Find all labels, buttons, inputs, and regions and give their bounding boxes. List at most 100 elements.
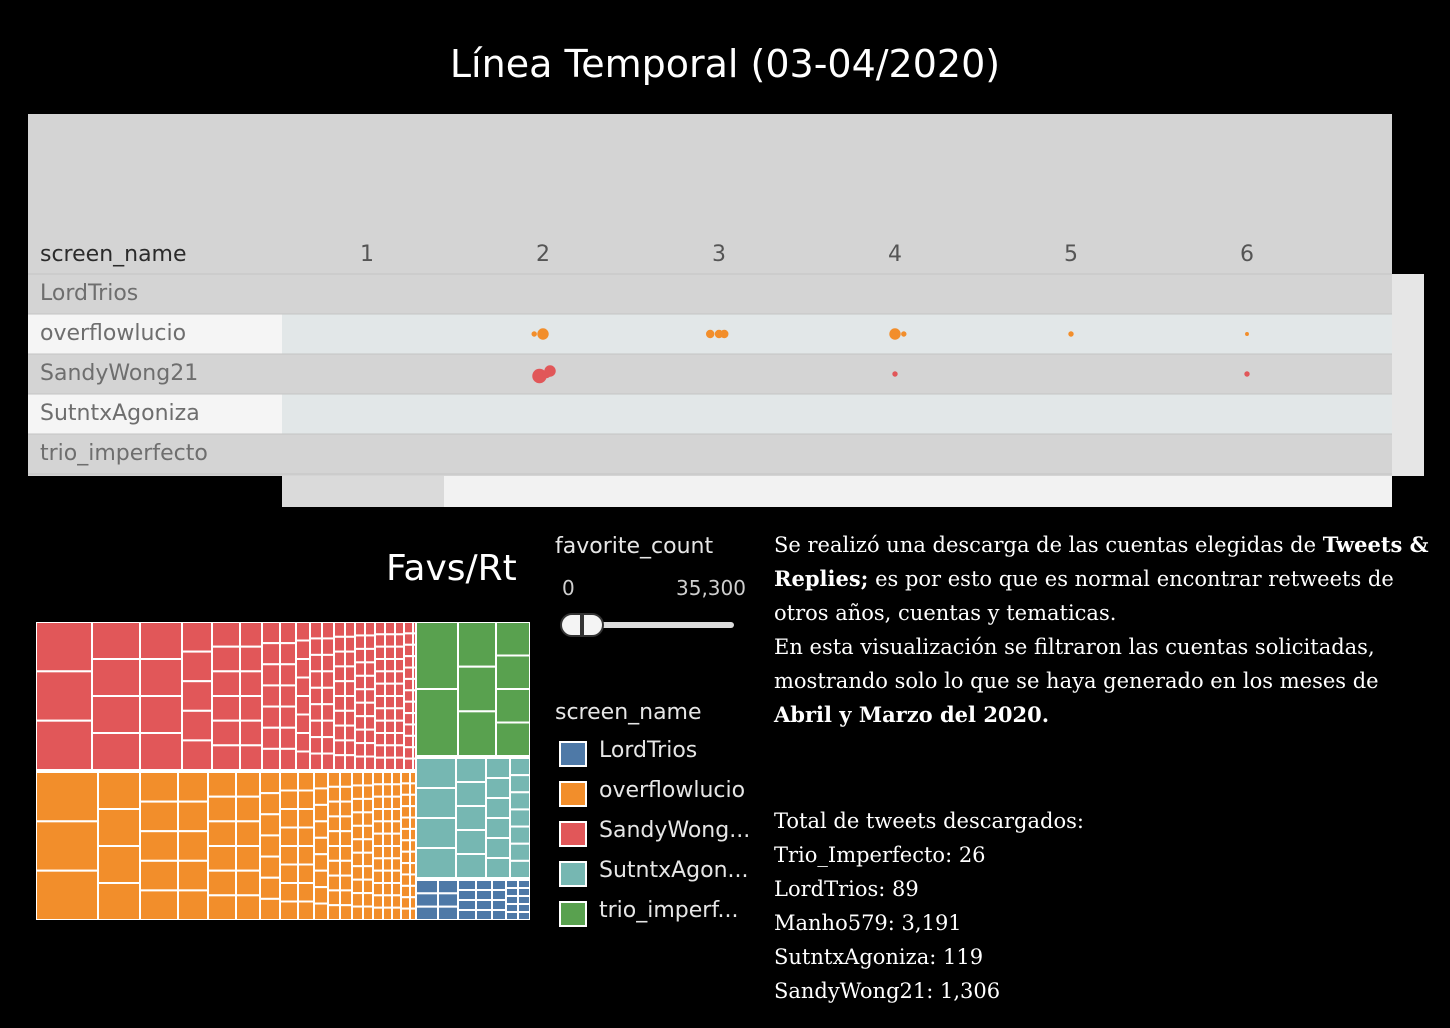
treemap-overflowlucio-cell[interactable] xyxy=(235,771,261,798)
treemap-sandywong21-cell[interactable] xyxy=(403,689,414,703)
treemap-overflowlucio-cell[interactable] xyxy=(391,771,402,786)
treemap-lordtrios-cell[interactable] xyxy=(415,905,439,920)
treemap-sandywong21-cell[interactable] xyxy=(309,703,323,722)
treemap-sutntxagoniza-cell[interactable] xyxy=(455,829,487,855)
treemap-overflowlucio-cell[interactable] xyxy=(279,771,299,792)
treemap-sandywong21-cell[interactable] xyxy=(403,734,414,749)
treemap-lordtrios-cell[interactable] xyxy=(457,879,477,891)
treemap-overflowlucio-cell[interactable] xyxy=(139,830,179,862)
treemap-sandywong21-cell[interactable] xyxy=(384,707,396,722)
treemap-overflowlucio-cell[interactable] xyxy=(97,771,141,810)
treemap-overflowlucio-cell[interactable] xyxy=(351,905,364,920)
treemap-sutntxagoniza-cell[interactable] xyxy=(509,825,530,845)
treemap-sandywong21-cell[interactable] xyxy=(384,633,396,648)
treemap-overflowlucio-cell[interactable] xyxy=(362,878,374,895)
treemap-overflowlucio-cell[interactable] xyxy=(327,859,341,877)
treemap-overflowlucio-cell[interactable] xyxy=(351,851,364,868)
vertical-scrollbar[interactable] xyxy=(1392,274,1424,476)
treemap-overflowlucio-cell[interactable] xyxy=(391,857,402,872)
treemap-lordtrios-cell[interactable] xyxy=(415,879,439,895)
treemap-overflowlucio-cell[interactable] xyxy=(339,904,353,920)
treemap-overflowlucio-cell[interactable] xyxy=(139,771,179,803)
treemap-trio-imperfecto-cell[interactable] xyxy=(495,721,530,757)
treemap-sandywong21-cell[interactable] xyxy=(181,650,213,683)
treemap-overflowlucio-cell[interactable] xyxy=(297,789,315,810)
treemap-overflowlucio-cell[interactable] xyxy=(297,808,315,829)
treemap-trio-imperfecto-cell[interactable] xyxy=(457,622,497,668)
treemap-overflowlucio-cell[interactable] xyxy=(372,832,384,848)
treemap-overflowlucio-cell[interactable] xyxy=(297,771,315,792)
treemap-sandywong21-cell[interactable] xyxy=(403,643,414,658)
treemap-overflowlucio-cell[interactable] xyxy=(297,882,315,903)
treemap-trio-imperfecto-cell[interactable] xyxy=(415,622,459,690)
treemap-sutntxagoniza-cell[interactable] xyxy=(455,853,487,879)
treemap-sandywong21-cell[interactable] xyxy=(309,752,323,772)
treemap-sandywong21-cell[interactable] xyxy=(279,747,297,771)
treemap-overflowlucio-cell[interactable] xyxy=(97,845,141,884)
treemap-overflowlucio-cell[interactable] xyxy=(382,795,393,811)
treemap-trio-imperfecto-cell[interactable] xyxy=(495,622,530,657)
treemap-overflowlucio-cell[interactable] xyxy=(382,882,393,897)
treemap-sandywong21-cell[interactable] xyxy=(261,663,281,687)
treemap-overflowlucio-cell[interactable] xyxy=(382,845,393,860)
treemap-overflowlucio-cell[interactable] xyxy=(372,808,384,823)
treemap-sandywong21-cell[interactable] xyxy=(354,701,366,718)
treemap-sandywong21-cell[interactable] xyxy=(321,622,335,640)
timeline-point[interactable] xyxy=(1244,371,1250,377)
treemap-sandywong21-cell[interactable] xyxy=(261,622,281,645)
treemap-overflowlucio-cell[interactable] xyxy=(97,808,141,847)
treemap-sandywong21-cell[interactable] xyxy=(36,719,93,771)
treemap-lordtrios-cell[interactable] xyxy=(475,879,493,891)
treemap-sandywong21-cell[interactable] xyxy=(394,719,405,734)
treemap-sandywong21-cell[interactable] xyxy=(374,682,386,698)
treemap-sandywong21-cell[interactable] xyxy=(403,746,414,760)
treemap-overflowlucio-cell[interactable] xyxy=(207,771,237,798)
treemap-sutntxagoniza-cell[interactable] xyxy=(485,857,511,879)
treemap-sandywong21-cell[interactable] xyxy=(295,639,311,660)
treemap-overflowlucio-cell[interactable] xyxy=(327,845,341,862)
treemap-overflowlucio-cell[interactable] xyxy=(362,865,374,881)
treemap-overflowlucio-cell[interactable] xyxy=(372,882,384,897)
timeline-point[interactable] xyxy=(1245,332,1249,336)
timeline-row-SutntxAgoniza[interactable]: SutntxAgoniza xyxy=(28,394,1392,434)
timeline-row-overflowlucio[interactable]: overflowlucio xyxy=(28,314,1392,354)
treemap-sandywong21-cell[interactable] xyxy=(394,633,405,648)
treemap-overflowlucio-cell[interactable] xyxy=(177,889,209,920)
treemap-overflowlucio-cell[interactable] xyxy=(207,869,237,897)
treemap-sandywong21-cell[interactable] xyxy=(139,622,183,660)
treemap-overflowlucio-cell[interactable] xyxy=(207,795,237,823)
treemap-overflowlucio-cell[interactable] xyxy=(327,889,341,907)
timeline-row-LordTrios[interactable]: LordTrios xyxy=(28,274,1392,314)
treemap-sandywong21-cell[interactable] xyxy=(384,732,396,747)
treemap-overflowlucio-cell[interactable] xyxy=(313,886,329,905)
treemap-lordtrios-cell[interactable] xyxy=(475,889,493,901)
treemap-sandywong21-cell[interactable] xyxy=(354,755,366,772)
treemap-overflowlucio-cell[interactable] xyxy=(400,827,411,842)
treemap-sandywong21-cell[interactable] xyxy=(181,709,213,742)
timeline-point[interactable] xyxy=(706,329,715,339)
treemap-overflowlucio-cell[interactable] xyxy=(297,845,315,866)
treemap-sandywong21-cell[interactable] xyxy=(384,645,396,660)
treemap-lordtrios-cell[interactable] xyxy=(517,895,530,905)
treemap-overflowlucio-cell[interactable] xyxy=(259,855,281,879)
treemap-sandywong21-cell[interactable] xyxy=(333,622,346,638)
treemap-overflowlucio-cell[interactable] xyxy=(339,785,353,803)
treemap-overflowlucio-cell[interactable] xyxy=(177,830,209,862)
treemap-sandywong21-cell[interactable] xyxy=(394,732,405,747)
treemap-sandywong21-cell[interactable] xyxy=(139,658,183,697)
treemap-overflowlucio-cell[interactable] xyxy=(259,813,281,837)
treemap-sandywong21-cell[interactable] xyxy=(321,752,335,772)
treemap-lordtrios-cell[interactable] xyxy=(491,909,507,920)
treemap-overflowlucio-cell[interactable] xyxy=(372,771,384,786)
treemap-overflowlucio-cell[interactable] xyxy=(362,797,374,814)
treemap-overflowlucio-cell[interactable] xyxy=(235,845,261,872)
treemap-overflowlucio-cell[interactable] xyxy=(391,882,402,897)
treemap-sutntxagoniza-cell[interactable] xyxy=(509,842,530,862)
treemap-overflowlucio-cell[interactable] xyxy=(382,820,393,835)
treemap-sandywong21-cell[interactable] xyxy=(36,622,93,673)
treemap-sandywong21-cell[interactable] xyxy=(309,622,323,640)
treemap-overflowlucio-cell[interactable] xyxy=(362,851,374,868)
treemap-sandywong21-cell[interactable] xyxy=(295,658,311,679)
treemap-lordtrios-cell[interactable] xyxy=(505,887,519,897)
treemap-sandywong21-cell[interactable] xyxy=(91,658,141,697)
